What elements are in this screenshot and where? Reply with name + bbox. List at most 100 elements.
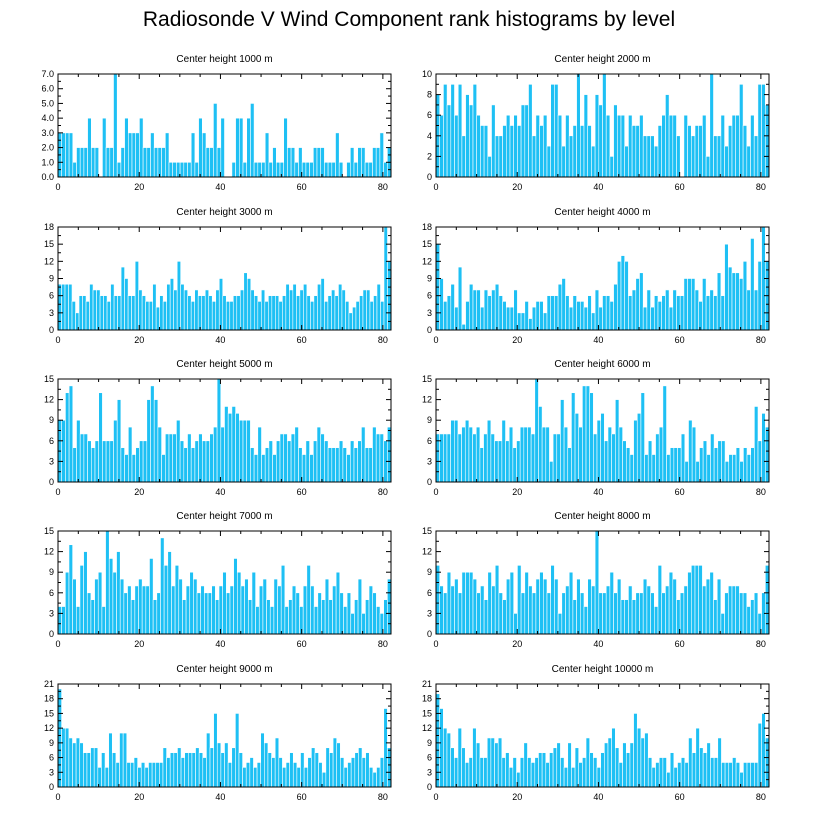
histogram-bar [211, 301, 217, 331]
histogram-bar [94, 440, 100, 483]
x-tick-label: 40 [215, 487, 225, 497]
histogram-bar [446, 732, 451, 788]
histogram-bar [87, 440, 92, 483]
histogram-bar [753, 592, 759, 635]
histogram-bar [253, 295, 259, 331]
histogram-bar [134, 261, 139, 331]
histogram-bar [146, 399, 151, 483]
histogram-bar [576, 73, 581, 178]
histogram-bar [220, 426, 225, 483]
histogram-bar [666, 454, 671, 483]
histogram-bar [198, 433, 203, 483]
histogram-bar [560, 399, 565, 483]
histogram-bar [168, 161, 174, 178]
histogram-bar [358, 747, 363, 788]
histogram-bar [157, 147, 162, 178]
histogram-bar [618, 426, 623, 483]
histogram-bar [86, 752, 91, 788]
histogram-bar [727, 585, 733, 635]
histogram-bar [676, 135, 681, 178]
histogram-bar [185, 585, 191, 635]
histogram-bar [119, 578, 125, 635]
histogram-bar [338, 440, 344, 483]
histogram-bar [505, 440, 510, 483]
histogram-bar [679, 592, 685, 635]
histogram-bar [684, 762, 689, 788]
histogram-bar [639, 592, 644, 635]
x-tick-label: 20 [134, 182, 144, 192]
histogram-bar [278, 757, 283, 788]
x-tick-label: 80 [756, 182, 766, 192]
histogram-bar [480, 125, 485, 178]
histogram-bar [457, 433, 462, 483]
histogram-bar [334, 295, 339, 331]
histogram-bar [487, 571, 492, 635]
histogram-bar [155, 306, 160, 331]
histogram-bar [195, 747, 200, 788]
histogram-bar [292, 283, 297, 331]
histogram-bar [582, 757, 587, 788]
histogram-bar [713, 295, 718, 331]
histogram-bar [483, 125, 489, 178]
histogram-bar [94, 578, 99, 635]
histogram-bar [220, 117, 225, 178]
histogram-bar [628, 114, 633, 178]
histogram-bar [446, 433, 451, 483]
histogram-bar [454, 114, 459, 178]
histogram-bar [161, 147, 166, 178]
histogram-bar [512, 447, 517, 483]
histogram-bar [327, 295, 332, 331]
histogram-bar [746, 289, 751, 331]
histogram-bar [743, 447, 748, 483]
histogram-bar [220, 752, 225, 788]
x-tick-label: 0 [55, 639, 60, 649]
histogram-bar [676, 295, 681, 331]
histogram-bar [320, 278, 325, 331]
histogram-bar [311, 747, 316, 788]
histogram-bar [166, 283, 171, 331]
x-tick-label: 60 [297, 335, 307, 345]
histogram-bar [665, 289, 670, 331]
histogram-bar [502, 125, 507, 178]
histogram-bar [724, 592, 729, 635]
y-tick-label: 12 [44, 395, 54, 405]
histogram-bar [583, 94, 589, 178]
histogram-bar [498, 592, 503, 635]
y-tick-label: 6.0 [41, 84, 54, 94]
histogram-bar [509, 306, 515, 331]
histogram-bar [657, 301, 663, 331]
x-tick-label: 20 [512, 182, 522, 192]
histogram-bar [650, 592, 655, 635]
histogram-bar [494, 742, 499, 788]
histogram-bar [346, 454, 351, 483]
histogram-bar [739, 592, 744, 635]
histogram-bar [531, 592, 537, 635]
histogram-bar [688, 737, 693, 788]
histogram-bar [695, 461, 700, 483]
histogram-bar [710, 757, 715, 788]
histogram-bar [479, 757, 484, 788]
x-tick-label: 60 [675, 335, 685, 345]
histogram-bar [557, 283, 563, 331]
histogram-bar [301, 161, 307, 178]
histogram-bar [673, 767, 678, 788]
histogram-bar [249, 757, 254, 788]
x-tick-label: 20 [512, 487, 522, 497]
histogram-bar [376, 606, 381, 635]
histogram-bar [565, 114, 570, 178]
histogram-bar [359, 295, 364, 331]
histogram-bar [65, 571, 70, 635]
histogram-bar [735, 447, 741, 483]
histogram-bar [653, 606, 659, 635]
y-tick-label: 0 [49, 782, 54, 792]
histogram-bar [257, 426, 262, 483]
histogram-bar [233, 558, 238, 635]
histogram-bar [289, 289, 294, 331]
histogram-bar [109, 440, 114, 483]
histogram-bar [589, 752, 594, 788]
histogram-bar [690, 565, 696, 635]
histogram-bar [327, 447, 333, 483]
x-tick-label: 0 [55, 487, 60, 497]
histogram-bar [205, 147, 211, 178]
histogram-bar [209, 433, 214, 483]
